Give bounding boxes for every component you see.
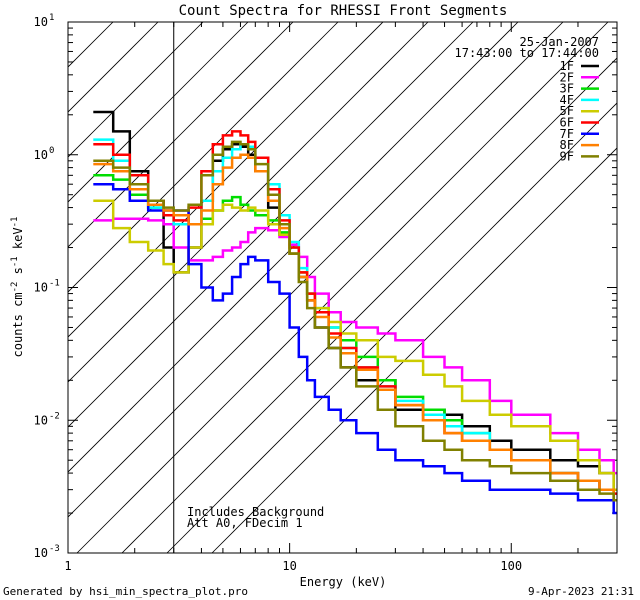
y-tick-exponent: 0 xyxy=(49,146,54,156)
annotation-background: Includes Background xyxy=(187,505,324,519)
legend-label: 3F xyxy=(560,82,574,96)
hatch-stripe xyxy=(68,22,384,338)
hatch-stripe xyxy=(68,22,204,158)
y-tick-label: 10 xyxy=(34,281,48,295)
hatch-stripe xyxy=(211,147,617,553)
legend-label: 7F xyxy=(560,127,574,141)
y-tick-label: 10 xyxy=(34,15,48,29)
footer-generator: Generated by hsi_min_spectra_plot.pro xyxy=(3,585,248,598)
legend-label: 2F xyxy=(560,70,574,84)
y-tick-label: 10 xyxy=(34,413,48,427)
time-range-label: 17:43:00 to 17:44:00 xyxy=(455,46,600,60)
hatch-stripe xyxy=(68,22,564,518)
y-label-exp: -1 xyxy=(10,256,20,267)
chart-title: Count Spectra for RHESSI Front Segments xyxy=(179,3,508,19)
spectra-series xyxy=(93,110,617,515)
legend-label: 8F xyxy=(560,138,574,152)
hatch-stripe xyxy=(166,102,617,553)
y-label-exp: -2 xyxy=(10,282,20,293)
hatch-stripe xyxy=(68,22,519,473)
hatch-stripe xyxy=(76,22,609,553)
hatch-stripe xyxy=(68,22,159,113)
legend-label: 1F xyxy=(560,59,574,73)
x-tick-label: 100 xyxy=(500,559,522,573)
x-tick-label: 10 xyxy=(282,559,296,573)
x-tick-labels: 1 10 100 xyxy=(64,559,522,573)
hatch-stripe xyxy=(68,22,429,383)
annotation-attenuator: Att A0, FDecim 1 xyxy=(187,516,303,530)
y-tick-label: 10 xyxy=(34,546,48,560)
legend-label: 5F xyxy=(560,104,574,118)
legend-label: 6F xyxy=(560,116,574,130)
plot-frame xyxy=(67,21,618,554)
y-tick-exponent: 1 xyxy=(49,13,54,23)
hatch-stripe xyxy=(68,22,294,248)
y-tick-exponent: -2 xyxy=(49,411,60,421)
y-label-part: keV xyxy=(11,227,25,256)
hatch-stripe xyxy=(68,22,249,203)
hatch-stripe xyxy=(121,57,617,553)
y-label-part: s xyxy=(11,267,25,281)
x-tick-label: 1 xyxy=(64,559,71,573)
y-label-part: counts cm xyxy=(11,292,25,357)
footer-timestamp: 9-Apr-2023 21:31 xyxy=(528,585,634,598)
y-tick-label: 10 xyxy=(34,148,48,162)
y-tick-exponent: -3 xyxy=(49,544,60,554)
y-axis-label: counts cm-2 s-1 keV-1 xyxy=(10,217,25,358)
series-9F xyxy=(93,140,617,502)
x-axis-label: Energy (keV) xyxy=(300,575,387,589)
y-tick-exponent: -1 xyxy=(49,279,60,289)
date-label: 25-Jan-2007 xyxy=(520,35,599,49)
y-label-exp: -1 xyxy=(10,217,20,228)
series-7F xyxy=(93,182,617,515)
legend-label: 9F xyxy=(560,149,574,163)
legend-label: 4F xyxy=(560,93,574,107)
